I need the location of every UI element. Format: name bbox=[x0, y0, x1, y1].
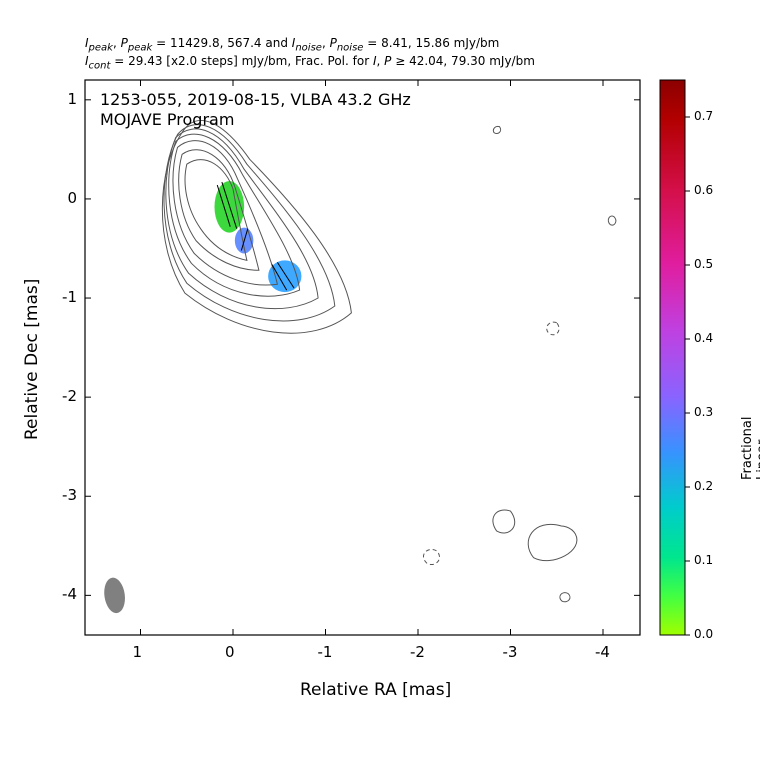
cbar-tick-label: 0.6 bbox=[694, 183, 713, 197]
cbar-tick-label: 0.7 bbox=[694, 109, 713, 123]
x-tick-label: 1 bbox=[133, 643, 143, 661]
contour-small bbox=[560, 593, 570, 602]
y-tick-label: -2 bbox=[62, 387, 77, 405]
cbar-tick-label: 0.1 bbox=[694, 553, 713, 567]
contour-small bbox=[528, 524, 577, 560]
y-tick-label: 0 bbox=[67, 189, 77, 207]
y-tick-label: -3 bbox=[62, 486, 77, 504]
header-line-1: Ipeak, Ppeak = 11429.8, 567.4 and Inoise… bbox=[85, 36, 499, 53]
plot-title-line-1: 1253-055, 2019-08-15, VLBA 43.2 GHz bbox=[100, 90, 411, 109]
cbar-tick-label: 0.5 bbox=[694, 257, 713, 271]
contour-dashed bbox=[547, 322, 559, 335]
x-tick-label: -2 bbox=[410, 643, 425, 661]
y-axis-label: Relative Dec [mas] bbox=[22, 279, 42, 440]
contour bbox=[162, 120, 351, 333]
contour bbox=[164, 125, 335, 321]
cbar-label: Fractional Linear Polarization bbox=[740, 404, 760, 480]
colorbar bbox=[660, 80, 685, 635]
x-tick-label: -3 bbox=[503, 643, 518, 661]
cbar-tick-label: 0.0 bbox=[694, 627, 713, 641]
y-tick-label: -1 bbox=[62, 288, 77, 306]
plot-content bbox=[102, 120, 616, 614]
plot-title-line-2: MOJAVE Program bbox=[100, 110, 234, 129]
cbar-tick-label: 0.4 bbox=[694, 331, 713, 345]
contour-dashed bbox=[423, 549, 439, 564]
x-tick-label: -4 bbox=[595, 643, 610, 661]
contour-small bbox=[493, 510, 515, 533]
cbar-tick-label: 0.3 bbox=[694, 405, 713, 419]
y-tick-label: 1 bbox=[67, 90, 77, 108]
x-tick-label: -1 bbox=[318, 643, 333, 661]
x-axis-label: Relative RA [mas] bbox=[300, 680, 451, 700]
y-tick-label: -4 bbox=[62, 585, 77, 603]
header-line-2: Icont = 29.43 [x2.0 steps] mJy/bm, Frac.… bbox=[85, 54, 535, 71]
beam-ellipse bbox=[102, 576, 127, 614]
cbar-tick-label: 0.2 bbox=[694, 479, 713, 493]
x-tick-label: 0 bbox=[225, 643, 235, 661]
contour-small bbox=[608, 216, 616, 225]
contour-small bbox=[493, 126, 500, 133]
